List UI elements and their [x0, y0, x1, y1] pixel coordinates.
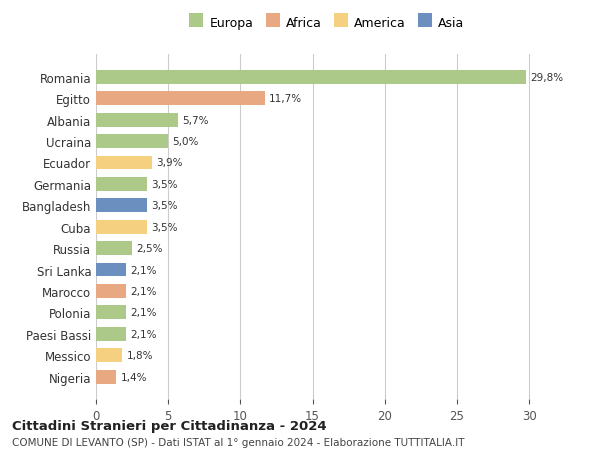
Text: 5,0%: 5,0% [173, 137, 199, 147]
Text: 29,8%: 29,8% [530, 73, 563, 83]
Bar [96, 284, 127, 298]
Text: 3,9%: 3,9% [157, 158, 183, 168]
Text: 3,5%: 3,5% [151, 222, 178, 232]
Text: 5,7%: 5,7% [182, 115, 209, 125]
Text: 2,1%: 2,1% [131, 329, 157, 339]
Text: Cittadini Stranieri per Cittadinanza - 2024: Cittadini Stranieri per Cittadinanza - 2… [12, 419, 326, 432]
Bar [96, 71, 526, 84]
Bar [96, 135, 168, 149]
Text: 2,1%: 2,1% [131, 265, 157, 275]
Bar [96, 348, 122, 362]
Bar [96, 113, 178, 127]
Bar [96, 199, 146, 213]
Bar [96, 178, 146, 191]
Bar [96, 156, 152, 170]
Bar [96, 306, 127, 319]
Text: 3,5%: 3,5% [151, 201, 178, 211]
Text: 2,1%: 2,1% [131, 286, 157, 296]
Bar [96, 370, 116, 384]
Text: 2,1%: 2,1% [131, 308, 157, 318]
Text: 2,5%: 2,5% [136, 244, 163, 253]
Bar [96, 220, 146, 234]
Legend: Europa, Africa, America, Asia: Europa, Africa, America, Asia [190, 17, 464, 29]
Text: 1,4%: 1,4% [121, 372, 147, 382]
Bar [96, 92, 265, 106]
Text: COMUNE DI LEVANTO (SP) - Dati ISTAT al 1° gennaio 2024 - Elaborazione TUTTITALIA: COMUNE DI LEVANTO (SP) - Dati ISTAT al 1… [12, 437, 464, 447]
Bar [96, 327, 127, 341]
Bar [96, 241, 132, 256]
Text: 11,7%: 11,7% [269, 94, 302, 104]
Bar [96, 263, 127, 277]
Text: 3,5%: 3,5% [151, 179, 178, 190]
Text: 1,8%: 1,8% [127, 350, 153, 360]
